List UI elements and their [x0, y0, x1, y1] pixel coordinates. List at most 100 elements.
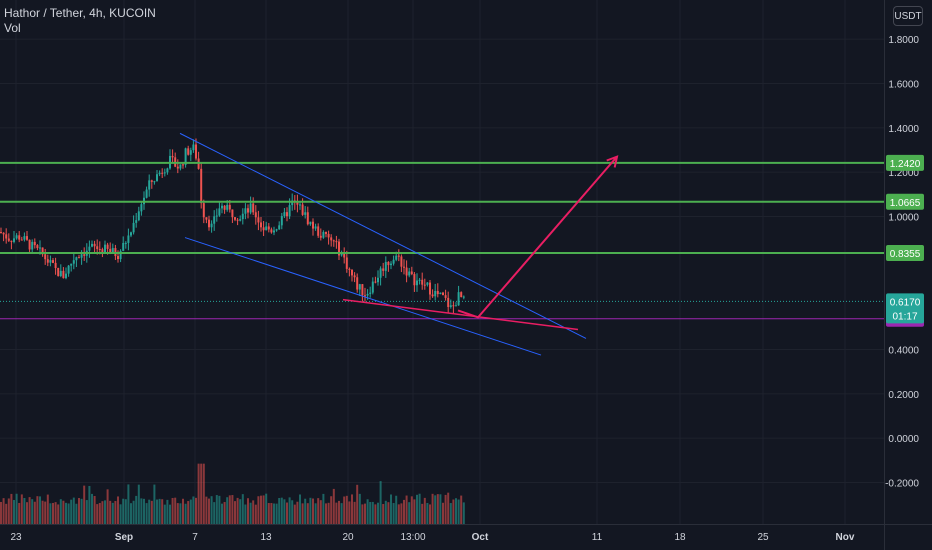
volume-bar [410, 496, 413, 524]
candle-body [301, 204, 304, 215]
volume-bar [288, 497, 291, 524]
x-tick-label: 13:00 [400, 532, 425, 543]
candle-body [418, 279, 421, 281]
candle-body [208, 219, 210, 228]
wedge-line [342, 298, 579, 331]
volume-bar [5, 503, 8, 524]
volume-bar [36, 496, 39, 524]
candle-body [83, 254, 86, 256]
candle-body [306, 212, 309, 225]
candle-body [364, 295, 366, 297]
volume-bar [85, 500, 88, 524]
candle-body [127, 235, 130, 243]
volume-bar [265, 493, 268, 524]
volume-bar [161, 499, 164, 524]
volume-bar [429, 504, 431, 524]
volume-bar [117, 496, 119, 524]
last-price-label: 0.6170 [890, 297, 921, 308]
candle-body [202, 203, 205, 218]
volume-bar [189, 499, 192, 524]
candle-body [366, 293, 369, 296]
volume-bar [75, 503, 78, 524]
candle-body [52, 260, 54, 263]
volume-bar [426, 502, 429, 524]
volume-bar [377, 502, 379, 524]
candle-body [109, 248, 112, 253]
volume-bar [176, 503, 179, 524]
grid [0, 0, 884, 524]
volume-bar [416, 494, 418, 524]
currency-button[interactable]: USDT [893, 6, 923, 26]
volume-bar [390, 494, 392, 524]
volume-bar [387, 502, 390, 524]
volume-bar [340, 503, 343, 524]
volume-bar [236, 497, 239, 524]
candle-body [0, 232, 2, 234]
candle-body [270, 229, 273, 233]
candle-body [31, 241, 34, 250]
volume-bar [88, 485, 91, 524]
volume-bar [210, 496, 213, 524]
candle-body [93, 243, 96, 247]
candle-body [7, 238, 10, 241]
volume-bar [413, 499, 416, 524]
volume-bar [231, 495, 234, 524]
candle-body [49, 260, 52, 263]
volume-bar [114, 501, 117, 524]
volume-indicator-label: Vol [4, 21, 21, 35]
candle-body [205, 217, 208, 220]
volume-bar [65, 502, 67, 524]
candle-body [413, 274, 416, 286]
candle-body [20, 239, 23, 241]
volume-bar [221, 503, 223, 524]
volume-bar [39, 496, 41, 524]
candle-body [371, 281, 374, 293]
candle-body [184, 148, 187, 165]
candle-body [135, 220, 138, 223]
candle-body [161, 172, 164, 174]
volume-bar [52, 502, 54, 524]
volume-bar [442, 502, 444, 524]
volume-bar [59, 499, 62, 524]
volume-bar [109, 500, 112, 524]
candle-body [343, 252, 346, 258]
volume-bar [182, 498, 184, 524]
volume-bar [26, 502, 28, 524]
candle-body [410, 271, 413, 275]
candles [0, 138, 465, 313]
volume-bar [218, 495, 221, 524]
candle-body [319, 235, 322, 238]
volume-bar [400, 503, 403, 524]
volume-bar [119, 504, 122, 524]
candle-body [447, 297, 450, 307]
volume-bar [249, 502, 252, 524]
candle-body [10, 240, 13, 242]
volume-bar [382, 504, 385, 524]
x-tick-label: 20 [342, 532, 354, 543]
y-tick-label: 1.8000 [888, 35, 919, 46]
candle-body [265, 226, 268, 231]
candle-body [392, 259, 395, 264]
candle-body [171, 155, 174, 158]
volume-bar [72, 497, 75, 524]
candle-body [340, 252, 343, 256]
volume-bar [130, 503, 132, 524]
candle-body [156, 174, 158, 182]
volume-bar [223, 502, 226, 524]
candle-body [387, 261, 390, 266]
volume-bar [244, 504, 247, 524]
candle-body [67, 265, 70, 274]
volume-bar [13, 500, 15, 524]
volume-bar [374, 504, 377, 524]
candle-body [231, 209, 234, 218]
candle-body [304, 212, 307, 215]
candle-body [117, 256, 119, 260]
volume-bar [169, 504, 171, 524]
candle-body [395, 255, 398, 260]
x-tick-label: Sep [115, 532, 133, 543]
volume-bar [366, 499, 369, 524]
candle-body [148, 180, 151, 190]
channel-lower [184, 237, 542, 356]
candle-body [345, 257, 348, 269]
